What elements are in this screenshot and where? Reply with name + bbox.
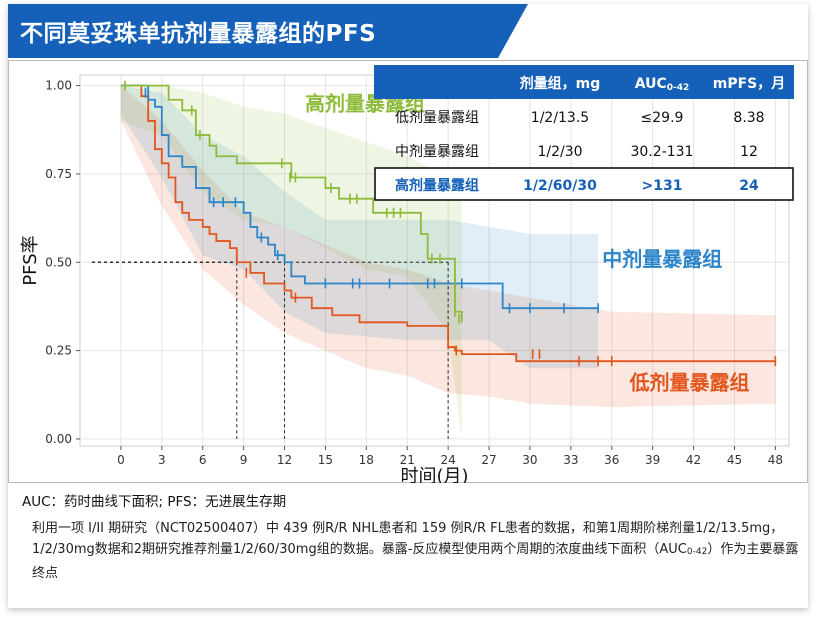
study-description-text: 利用一项 I/II 期研究（NCT02500407）中 439 例R/R NHL…	[32, 521, 784, 557]
x-axis-title: 时间(月)	[400, 466, 468, 483]
banner-shape	[8, 4, 528, 58]
pfs-chart: 0 3 6 9 12 15 18 21 24 27 30 33 36 39 42 45 480.000.250.…	[8, 60, 808, 483]
table-cell: 30.2-131	[631, 144, 694, 160]
table-highlight-row	[374, 167, 794, 201]
x-tick-label: 30	[522, 453, 537, 467]
table-cell: 高剂量暴露组	[395, 177, 479, 194]
ci-band	[120, 85, 776, 408]
table-cell: 中剂量暴露组	[395, 144, 479, 160]
table-cell: 1/2/60/30	[523, 178, 597, 194]
table-header-cell: AUC0-42	[635, 76, 690, 93]
x-tick-label: 15	[318, 453, 333, 467]
x-tick-label: 6	[199, 453, 207, 467]
table-header-cell: 剂量组，mg	[520, 75, 601, 92]
y-tick-label: 0.50	[45, 255, 72, 269]
table-cell: ≤29.9	[641, 110, 684, 126]
y-axis-title: PFS率	[20, 235, 41, 285]
study-description-sub: 0-42	[686, 547, 708, 557]
y-tick-label: 0.00	[45, 432, 72, 446]
table-cell: 1/2/13.5	[531, 110, 589, 126]
study-description-end: ）作为主要暴露终点	[32, 542, 799, 581]
y-tick-label: 0.75	[45, 167, 72, 181]
group-label: 低剂量暴露组	[628, 370, 749, 394]
x-tick-label: 45	[727, 453, 742, 467]
km-curve	[120, 84, 776, 363]
ci-band	[120, 85, 599, 369]
page-title: 不同莫妥珠单抗剂量暴露组的PFS	[20, 21, 377, 47]
plot-panel	[79, 74, 790, 447]
x-tick-label: 12	[277, 453, 292, 467]
table-header-bg	[374, 65, 794, 99]
x-tick-label: 3	[158, 453, 166, 467]
group-label: 中剂量暴露组	[602, 247, 722, 271]
y-tick-label: 1.00	[45, 79, 72, 93]
x-tick-label: 24	[440, 453, 455, 467]
x-tick-label: 27	[481, 453, 496, 467]
x-tick-label: 48	[768, 453, 783, 467]
title-banner	[8, 4, 528, 58]
km-curve	[120, 84, 599, 310]
x-tick-label: 18	[359, 453, 374, 467]
abbrev-note: AUC：药时曲线下面积; PFS：无进展生存期	[22, 494, 287, 510]
x-tick-label: 0	[117, 453, 125, 467]
table-header-cell: mPFS，月	[713, 76, 786, 92]
table-cell: 1/2/30	[537, 144, 582, 160]
x-tick-label: 33	[563, 453, 578, 467]
table-cell: 8.38	[733, 110, 764, 126]
x-tick-label: 39	[645, 453, 660, 467]
study-description: 利用一项 I/II 期研究（NCT02500407）中 439 例R/R NHL…	[32, 518, 802, 584]
table-cell: 24	[739, 178, 759, 194]
table-cell: 低剂量暴露组	[395, 110, 479, 126]
x-tick-label: 36	[604, 453, 619, 467]
x-tick-label: 21	[400, 453, 415, 467]
table-cell: >131	[642, 178, 683, 194]
y-tick-label: 0.25	[45, 344, 72, 358]
table-cell: 12	[740, 144, 758, 160]
x-tick-label: 42	[686, 453, 701, 467]
x-tick-label: 9	[240, 453, 248, 467]
